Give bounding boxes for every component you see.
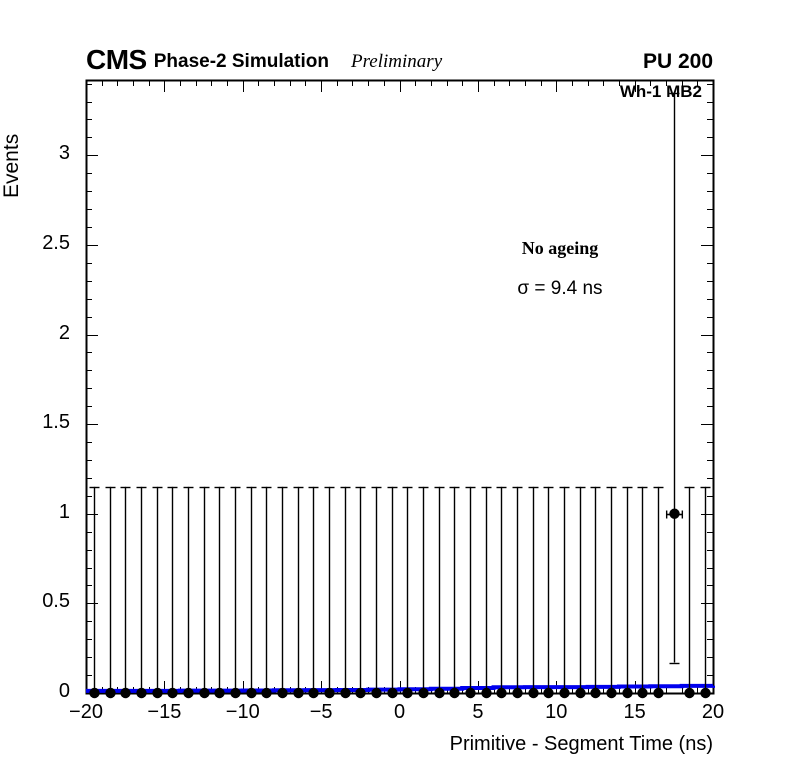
- x-tick-label: 5: [472, 701, 484, 723]
- data-point-marker: [214, 687, 225, 699]
- data-point-marker: [277, 687, 288, 699]
- y-tick-label: 2.5: [42, 231, 70, 254]
- y-tick-label: 1.5: [42, 411, 70, 434]
- data-point-marker: [340, 687, 351, 699]
- ageing-annotation: No ageing: [521, 238, 599, 258]
- data-point-marker: [434, 687, 445, 699]
- x-tick-label: 20: [701, 701, 725, 723]
- data-point-marker: [481, 687, 492, 699]
- data-point-marker: [308, 687, 319, 699]
- x-tick-label: −10: [225, 701, 260, 723]
- data-point-marker: [669, 508, 680, 519]
- plot-frame: [85, 79, 715, 695]
- data-point-marker: [355, 687, 366, 699]
- data-point-marker: [606, 687, 617, 699]
- data-point-marker: [559, 687, 570, 699]
- cms-subtitle: Phase-2 Simulation: [153, 51, 330, 72]
- cms-header: CMS Phase-2 Simulation Preliminary PU 20…: [86, 46, 713, 74]
- data-point-marker: [293, 687, 304, 699]
- data-point-marker: [246, 687, 257, 699]
- x-tick-label: 10: [545, 701, 568, 723]
- x-tick-label: −5: [309, 701, 333, 723]
- data-point-marker: [183, 687, 194, 699]
- y-tick-label: 1: [58, 500, 70, 523]
- fit-curve: [86, 683, 715, 693]
- data-point-marker: [387, 687, 398, 699]
- data-point-marker: [496, 687, 507, 699]
- data-point-marker: [528, 687, 539, 699]
- data-point-marker: [324, 687, 335, 699]
- data-point-marker: [700, 687, 711, 699]
- data-point-marker: [512, 687, 523, 699]
- data-point-marker: [167, 687, 178, 699]
- x-tick-label: −20: [69, 701, 103, 723]
- data-point-marker: [230, 687, 241, 699]
- data-point-marker: [261, 687, 272, 699]
- sigma-annotation: σ = 9.4 ns: [517, 278, 603, 299]
- data-point-marker: [590, 687, 601, 699]
- cms-logo: CMS: [86, 44, 147, 75]
- data-point-marker: [653, 687, 664, 699]
- data-point-marker: [575, 687, 586, 699]
- data-point-marker: [152, 687, 163, 699]
- data-point-marker: [120, 687, 131, 699]
- y-tick-label: 2: [58, 321, 70, 344]
- data-point-marker: [402, 687, 413, 699]
- x-tick-label: 15: [623, 701, 646, 723]
- data-point-marker: [684, 687, 695, 699]
- y-tick-label: 3: [58, 142, 70, 165]
- data-point-marker: [465, 687, 476, 699]
- data-point-marker: [622, 687, 633, 699]
- data-point-marker: [543, 687, 554, 699]
- region-annotation: Wh-1 MB2: [619, 82, 702, 101]
- x-axis-title: Primitive - Segment Time (ns): [449, 733, 713, 755]
- x-tick-label: 0: [393, 701, 406, 723]
- data-point-marker: [371, 687, 382, 699]
- data-point-marker: [136, 687, 147, 699]
- pileup-label: PU 200: [642, 50, 713, 73]
- data-point-marker: [199, 687, 210, 699]
- data-point-marker: [418, 687, 429, 699]
- data-point-marker: [637, 687, 648, 699]
- y-tick-label: 0.5: [42, 590, 70, 613]
- data-point-marker: [105, 687, 116, 699]
- data-point-marker: [449, 687, 460, 699]
- data-point-marker: [89, 687, 100, 699]
- y-tick-label: 0: [58, 680, 70, 702]
- x-tick-label: −15: [147, 701, 182, 723]
- cms-preliminary-label: Preliminary: [351, 51, 443, 72]
